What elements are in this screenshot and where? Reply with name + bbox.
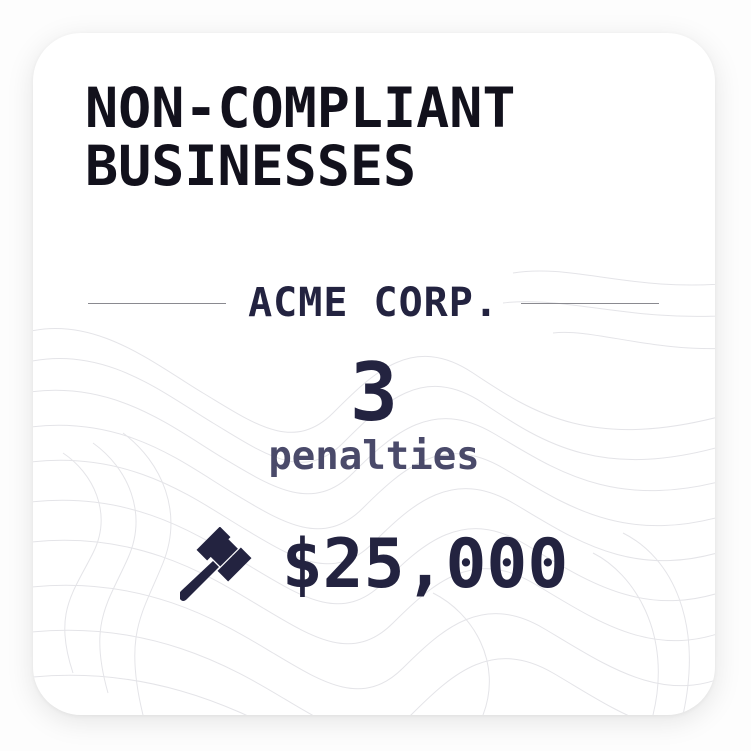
divider-left (88, 302, 227, 304)
company-header: ACME CORP. (88, 278, 660, 328)
penalty-amount: $25,000 (281, 525, 569, 604)
page-title: NON-COMPLIANT BUSINESSES (85, 76, 516, 198)
penalty-count-label: penalties (268, 434, 480, 479)
divider-right (520, 302, 660, 304)
penalty-card: NON-COMPLIANT BUSINESSES ACME CORP. 3 pe… (33, 33, 715, 715)
gavel-icon (179, 527, 252, 601)
company-name: ACME CORP. (248, 280, 499, 326)
penalty-amount-row: $25,000 (33, 525, 715, 605)
topographic-background (33, 270, 715, 715)
penalty-count: 3 (349, 346, 399, 439)
